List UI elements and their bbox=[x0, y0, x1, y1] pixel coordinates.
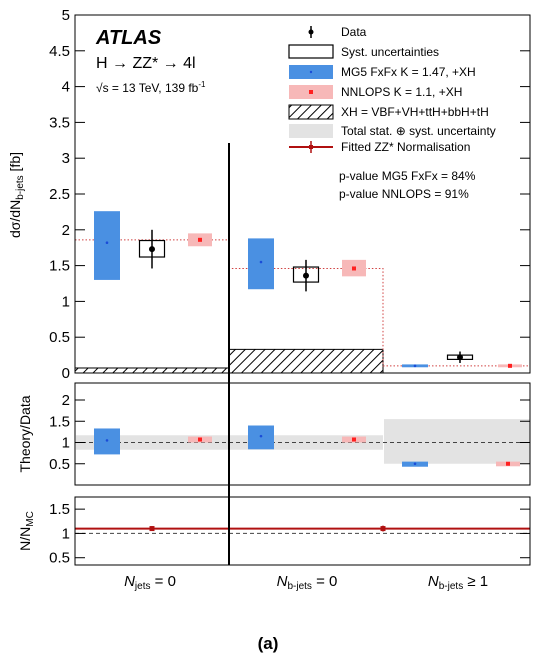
ratio-plot-frame bbox=[74, 382, 531, 486]
mg5-band-1 bbox=[248, 238, 274, 290]
pvalue-nnlops-label: p-value NNLOPS = 91% bbox=[339, 187, 469, 201]
legend-total-label: Total stat. ⊕ syst. uncertainty bbox=[341, 124, 496, 138]
legend-data-label: Data bbox=[341, 25, 367, 39]
legend-fitted-marker bbox=[309, 145, 313, 149]
ratio-y-tick-label-2: 1.5 bbox=[49, 413, 70, 430]
fitted-marker-1 bbox=[380, 526, 386, 532]
main-y-tick-label-2: 1 bbox=[62, 293, 70, 310]
atlas-label: ATLAS bbox=[95, 27, 162, 49]
normalisation-plot-frame bbox=[74, 496, 531, 566]
norm-y-tick-label-2: 1.5 bbox=[49, 501, 70, 518]
main-y-tick-label-0: 0 bbox=[62, 365, 70, 382]
x-label-nbjets-0: Nb-jets = 0 bbox=[277, 573, 338, 592]
main-y-tick-label-7: 3.5 bbox=[49, 114, 70, 131]
ratio-panel: 0.5 1 1.5 2 Theory/Data bbox=[17, 382, 531, 486]
legend-data-dot bbox=[308, 29, 314, 35]
main-y-tick-label-1: 0.5 bbox=[49, 329, 70, 346]
nnlops-reference-line bbox=[75, 239, 530, 367]
nnlops-marker-1 bbox=[352, 266, 356, 271]
legend-fitted-label: Fitted ZZ* Normalisation bbox=[341, 140, 470, 154]
norm-y-tick-label-1: 1 bbox=[62, 525, 70, 542]
legend-total-swatch bbox=[289, 124, 333, 138]
data-point-2 bbox=[457, 354, 463, 361]
normalisation-panel: 0.5 1 1.5 N/NMC bbox=[17, 496, 531, 567]
figure-sub-label: (a) bbox=[258, 634, 279, 653]
xh-hatch-1 bbox=[228, 348, 384, 374]
energy-label: √s = 13 TeV, 139 fb-1 bbox=[96, 80, 206, 95]
nnlops-marker-0 bbox=[198, 237, 202, 242]
legend-xh-swatch bbox=[288, 104, 334, 120]
main-panel: 0 0.5 1 1.5 2 2.5 3 3.5 4 4.5 5 dσ/dNb-jets [fb] A… bbox=[7, 7, 531, 382]
x-label-nbjets-ge1: Nb-jets ≥ 1 bbox=[428, 573, 488, 592]
ratio-nnlops-marker-0 bbox=[198, 437, 202, 442]
ratio-y-tick-label-0: 0.5 bbox=[49, 456, 70, 473]
main-y-tick-label-6: 3 bbox=[62, 150, 70, 167]
main-y-tick-label-8: 4 bbox=[62, 79, 70, 96]
total-uncertainty-band-2 bbox=[384, 419, 530, 464]
mg5-band-0 bbox=[94, 211, 120, 280]
legend: Data Syst. uncertainties MG5 FxFx K = 1.… bbox=[288, 25, 496, 154]
mg5-marker-2 bbox=[413, 364, 417, 368]
data-point-1 bbox=[303, 272, 309, 279]
main-y-tick-label-3: 1.5 bbox=[49, 258, 70, 275]
norm-y-tick-label-0: 0.5 bbox=[49, 550, 70, 567]
main-y-tick-label-4: 2 bbox=[62, 222, 70, 239]
legend-nnlops-label: NNLOPS K = 1.1, +XH bbox=[341, 85, 462, 99]
legend-xh-label: XH = VBF+VH+ttH+bbH+tH bbox=[341, 105, 489, 119]
nnlops-marker-2 bbox=[508, 363, 512, 368]
xh-hatch-0 bbox=[74, 367, 230, 374]
legend-syst-label: Syst. uncertainties bbox=[341, 45, 439, 59]
ratio-mg5-marker-1 bbox=[259, 434, 263, 438]
legend-mg5-label: MG5 FxFx K = 1.47, +XH bbox=[341, 65, 476, 79]
main-y-tick-label-9: 4.5 bbox=[49, 43, 70, 60]
main-y-axis-label: dσ/dNb-jets [fb] bbox=[7, 152, 26, 238]
normalisation-y-axis-label: N/NMC bbox=[17, 511, 36, 551]
ratio-mg5-marker-2 bbox=[413, 462, 417, 466]
x-label-njets-0: Njets = 0 bbox=[124, 573, 176, 592]
pvalue-mg5-label: p-value MG5 FxFx = 84% bbox=[339, 169, 476, 183]
legend-syst-swatch bbox=[288, 44, 334, 59]
ratio-nnlops-marker-2 bbox=[506, 461, 510, 466]
legend-nnlops-marker bbox=[309, 90, 313, 94]
ratio-y-tick-label-1: 1 bbox=[62, 435, 70, 452]
ratio-nnlops-marker-1 bbox=[352, 437, 356, 442]
main-y-tick-label-10: 5 bbox=[62, 7, 70, 24]
process-label: H → ZZ* → 4l bbox=[96, 55, 196, 72]
legend-mg5-marker bbox=[309, 70, 313, 74]
fitted-marker-0 bbox=[149, 526, 155, 532]
ratio-mg5-marker-0 bbox=[105, 439, 109, 442]
mg5-marker-1 bbox=[259, 260, 263, 264]
data-point-0 bbox=[149, 246, 155, 253]
ratio-y-tick-label-3: 2 bbox=[62, 392, 70, 409]
mg5-marker-0 bbox=[105, 241, 109, 244]
main-y-tick-label-5: 2.5 bbox=[49, 186, 70, 203]
ratio-y-axis-label: Theory/Data bbox=[17, 395, 33, 472]
